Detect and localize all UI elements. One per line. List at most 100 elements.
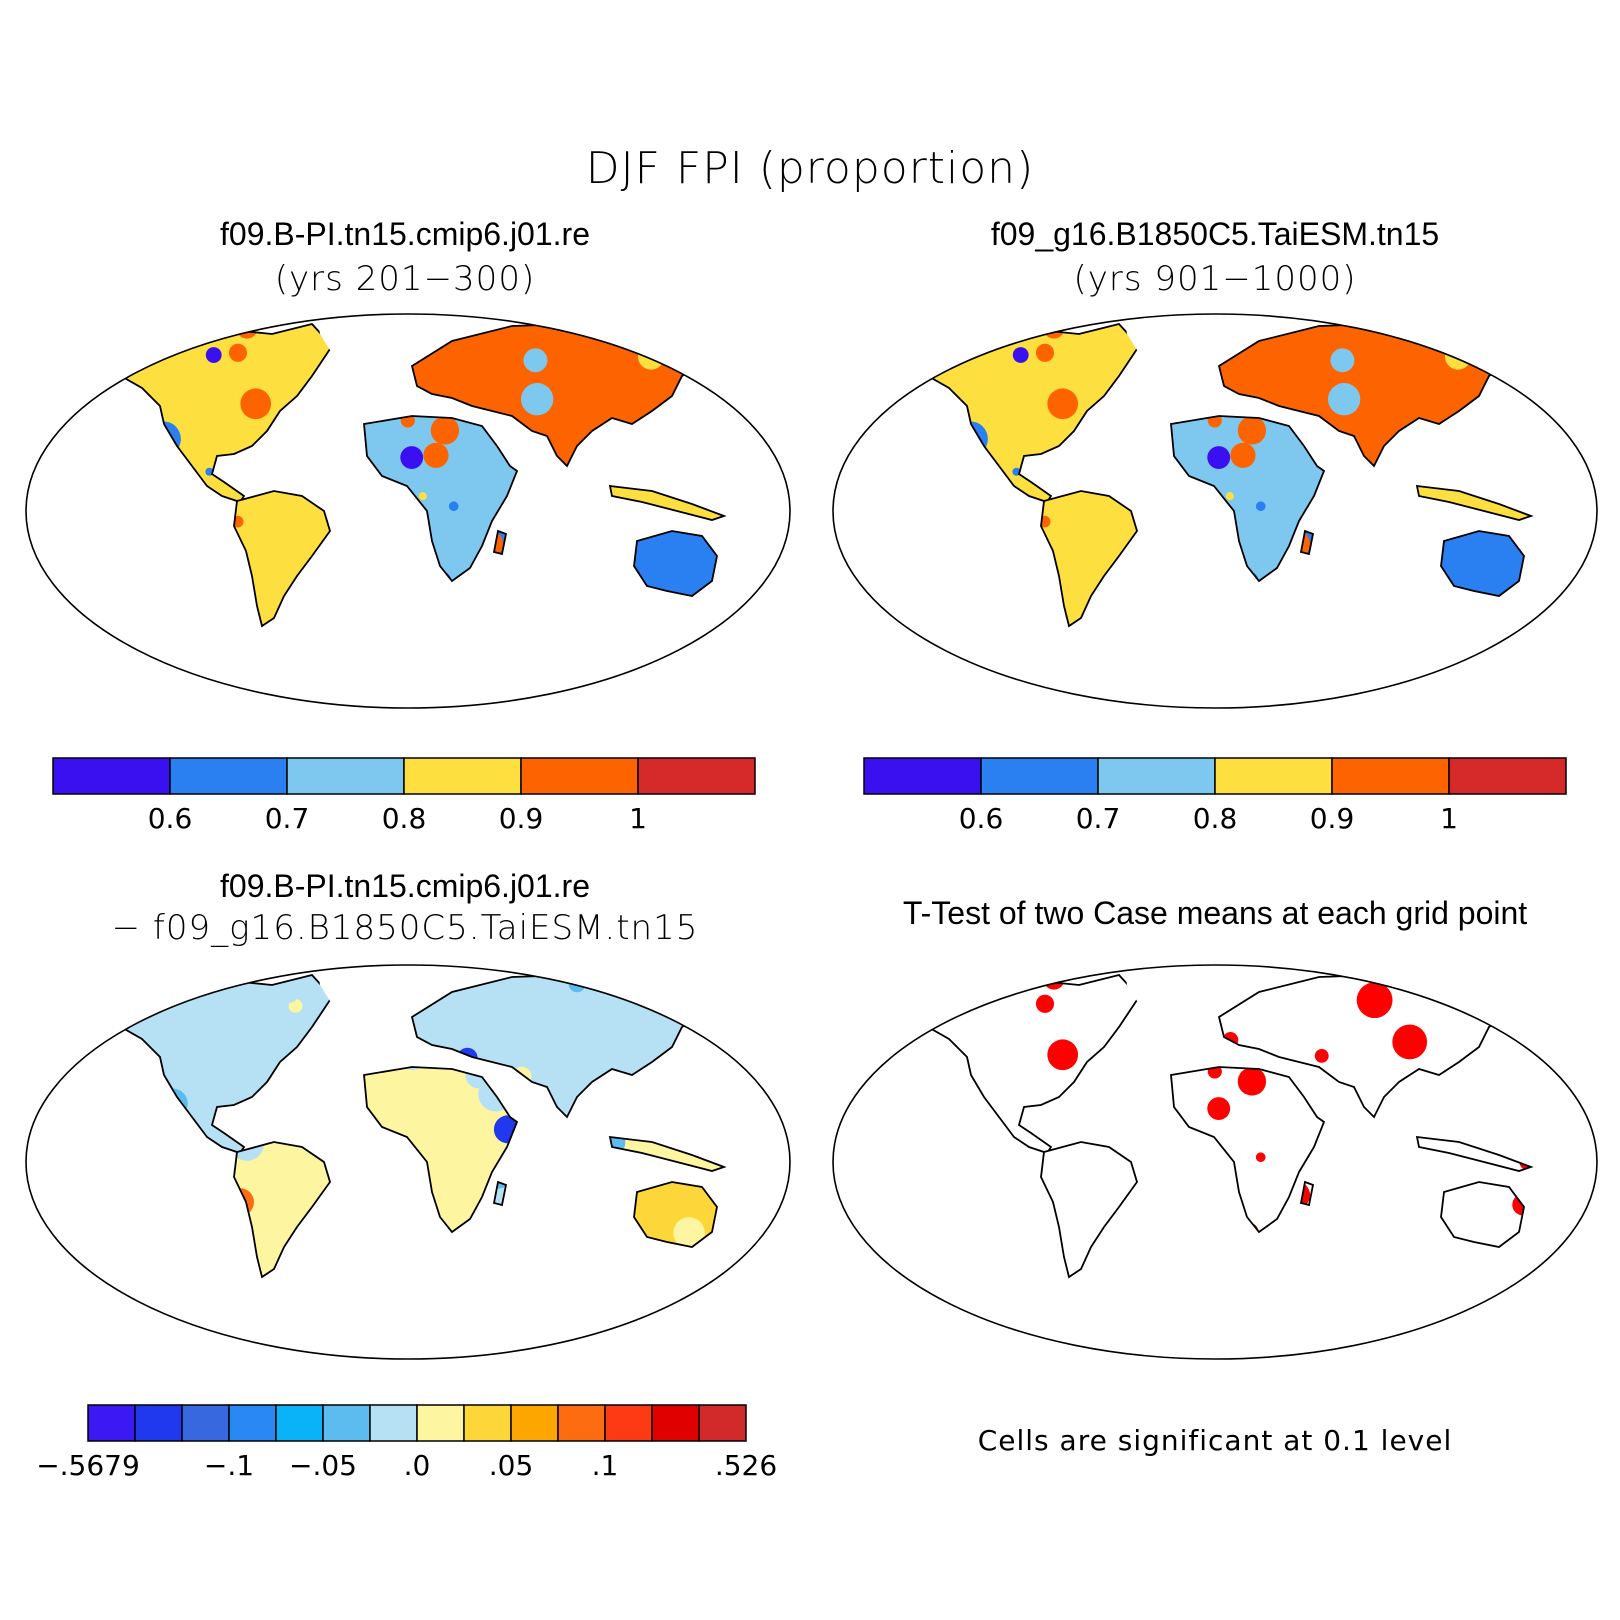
grid-cell-patch (1540, 377, 1563, 400)
grid-cell-patch (1260, 580, 1276, 596)
grid-cell-patch (764, 1156, 781, 1173)
grid-cell-patch (828, 1101, 844, 1117)
grid-cell-patch (827, 442, 862, 477)
grid-cell-patch (671, 402, 681, 412)
grid-cell-patch (146, 1309, 172, 1335)
grid-cell-patch (197, 492, 208, 503)
grid-cell-patch (88, 1116, 102, 1130)
grid-cell-patch (1421, 439, 1445, 463)
grid-cell-patch (357, 366, 373, 382)
grid-cell-patch (1530, 968, 1543, 981)
grid-cell-patch (1198, 1302, 1207, 1311)
grid-cell-patch (165, 958, 174, 967)
grid-cell-patch (698, 391, 730, 423)
grid-cell-patch (695, 951, 706, 962)
grid-cell-patch (1335, 514, 1362, 541)
grid-cell-patch (19, 1023, 48, 1052)
grid-cell-patch (1119, 440, 1139, 461)
grid-cell-patch (580, 1252, 610, 1282)
grid-cell-patch (727, 450, 738, 461)
grid-cell-patch (610, 1137, 612, 1156)
grid-cell-patch (1564, 524, 1581, 541)
grid-cell-patch (123, 1047, 138, 1062)
grid-cell-patch (333, 1091, 342, 1100)
grid-cell-patch (1109, 1303, 1128, 1322)
grid-cell-patch (901, 1268, 931, 1298)
grid-cell-patch (845, 1276, 861, 1292)
grid-cell-patch (882, 1154, 892, 1164)
grid-cell-patch (1309, 1246, 1329, 1266)
grid-cell-patch (858, 1080, 886, 1108)
grid-cell-patch (26, 1278, 46, 1298)
grid-cell-patch (1452, 672, 1468, 688)
grid-cell-patch (1002, 1332, 1029, 1359)
colorbar-tick-label: 0.7 (265, 802, 310, 835)
grid-cell-patch (1066, 696, 1097, 727)
coastline-southAmerica (233, 1141, 331, 1279)
grid-cell-patch (891, 1244, 900, 1253)
grid-cell-patch (66, 443, 89, 466)
land-antarctica (989, 1317, 1489, 1359)
grid-cell-patch (1517, 1328, 1543, 1354)
grid-cell-patch (1330, 348, 1355, 373)
grid-cell-patch (733, 1183, 751, 1201)
grid-cell-patch (1041, 596, 1062, 620)
grid-cell-patch (48, 1288, 71, 1311)
grid-cell-patch (737, 1301, 758, 1322)
grid-cell-patch (763, 1321, 795, 1353)
grid-cell-patch (325, 415, 346, 436)
grid-cell-patch (1024, 584, 1047, 607)
grid-cell-patch (1027, 640, 1044, 657)
grid-cell-patch (166, 682, 183, 699)
grid-cell-patch (321, 1274, 340, 1293)
panel-tl-subtitle: (yrs 201−300) (274, 259, 536, 299)
grid-cell-patch (172, 1245, 194, 1267)
grid-cell-patch (851, 522, 878, 549)
grid-cell-patch (321, 1118, 345, 1142)
grid-cell-patch (571, 1171, 583, 1183)
colorbar-swatch (52, 757, 171, 795)
grid-cell-patch (13, 1065, 31, 1083)
grid-cell-patch (833, 593, 860, 620)
significance-note: Cells are significant at 0.1 level (977, 1424, 1453, 1457)
grid-cell-patch (1442, 1082, 1458, 1098)
grid-cell-patch (642, 965, 658, 981)
grid-cell-patch (451, 613, 479, 641)
grid-cell-patch (827, 1093, 862, 1128)
grid-cell-patch (145, 1278, 175, 1308)
grid-cell-patch (299, 607, 313, 621)
grid-cell-patch (917, 1333, 946, 1362)
grid-cell-patch (8, 1208, 18, 1218)
land-antarctica (989, 666, 1489, 708)
colorbar-swatch (1097, 757, 1216, 795)
grid-cell-patch (1164, 366, 1180, 382)
grid-cell-patch (852, 1311, 882, 1341)
grid-cell-patch (667, 303, 685, 321)
grid-cell-patch (426, 970, 449, 993)
grid-cell-patch (1148, 379, 1177, 408)
grid-cell-patch (790, 520, 805, 535)
grid-cell-patch (514, 1296, 524, 1306)
grid-cell-patch (319, 1291, 332, 1304)
grid-cell-patch (759, 372, 769, 382)
grid-cell-patch (1270, 630, 1279, 639)
grid-cell-patch (1543, 647, 1560, 664)
grid-cell-patch (1184, 1223, 1216, 1255)
grid-cell-patch (1578, 1159, 1588, 1169)
grid-cell-patch (1005, 528, 1028, 551)
grid-cell-patch (58, 1025, 75, 1042)
grid-cell-patch (599, 1296, 617, 1314)
grid-cell-patch (837, 378, 870, 411)
grid-cell-patch (1288, 622, 1318, 652)
grid-cell-patch (1538, 413, 1554, 429)
grid-cell-patch (50, 342, 59, 351)
grid-cell-patch (524, 1241, 552, 1269)
grid-cell-patch (1384, 567, 1401, 584)
grid-cell-patch (78, 510, 93, 525)
grid-cell-patch (384, 658, 405, 679)
grid-cell-patch (248, 697, 273, 722)
grid-cell-patch (24, 311, 44, 331)
grid-cell-patch (689, 374, 711, 396)
grid-cell-patch (397, 333, 408, 344)
grid-cell-patch (1481, 317, 1508, 344)
